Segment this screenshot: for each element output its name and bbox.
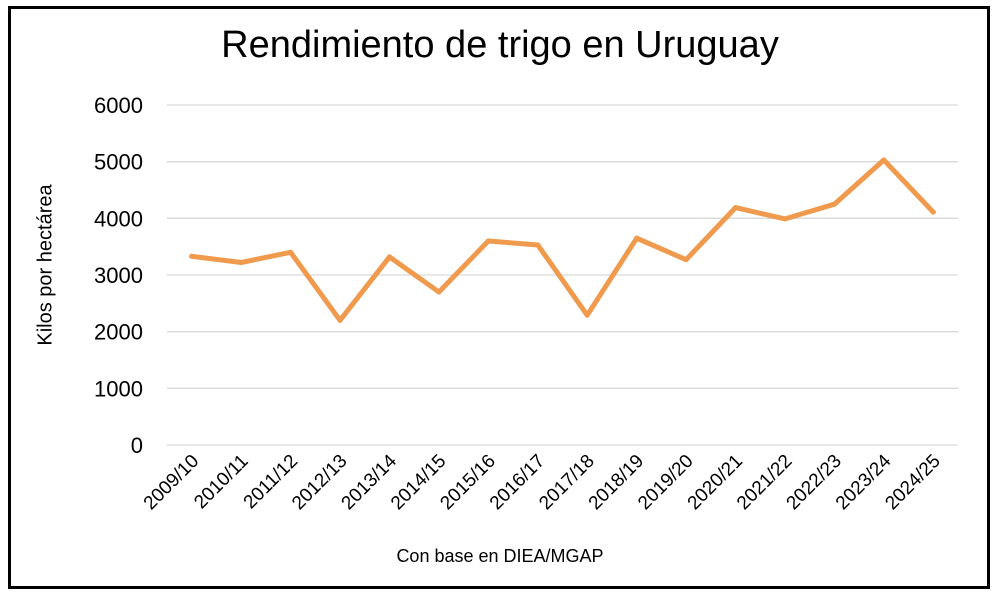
data-point — [238, 260, 244, 266]
source-note: Con base en DIEA/MGAP — [396, 546, 604, 566]
gridlines — [167, 104, 958, 446]
data-point — [634, 235, 640, 241]
chart-title: Rendimiento de trigo en Uruguay — [221, 24, 779, 66]
y-tick-label: 4000 — [94, 206, 143, 231]
data-point — [782, 216, 788, 222]
data-point — [881, 157, 887, 163]
data-point — [733, 205, 739, 211]
data-point — [930, 209, 936, 215]
data-point — [386, 254, 392, 260]
series-line-0 — [189, 157, 936, 323]
x-tick-label: 2010/11 — [190, 451, 252, 513]
y-tick-label: 5000 — [94, 150, 143, 175]
data-point — [683, 257, 689, 263]
data-point — [189, 253, 195, 259]
data-point — [337, 317, 343, 323]
y-tick-label: 3000 — [94, 263, 143, 288]
y-tick-label: 0 — [131, 433, 143, 458]
data-point — [288, 249, 294, 255]
data-point — [436, 289, 442, 295]
x-tick-labels: 2009/102010/112011/122012/132013/142014/… — [140, 450, 945, 514]
data-point — [584, 312, 590, 318]
y-tick-labels: 0 1000 2000 3000 4000 5000 6000 — [94, 93, 143, 458]
chart-frame — [8, 6, 990, 589]
x-tick-label: 2024/25 — [881, 451, 944, 514]
data-point — [831, 201, 837, 207]
data-point — [535, 242, 541, 248]
y-tick-label: 2000 — [94, 320, 143, 345]
series-group — [189, 157, 936, 323]
x-tick-label: 2009/10 — [140, 451, 203, 514]
data-point — [485, 238, 491, 244]
y-tick-label: 1000 — [94, 376, 143, 401]
y-tick-label: 6000 — [94, 93, 143, 118]
